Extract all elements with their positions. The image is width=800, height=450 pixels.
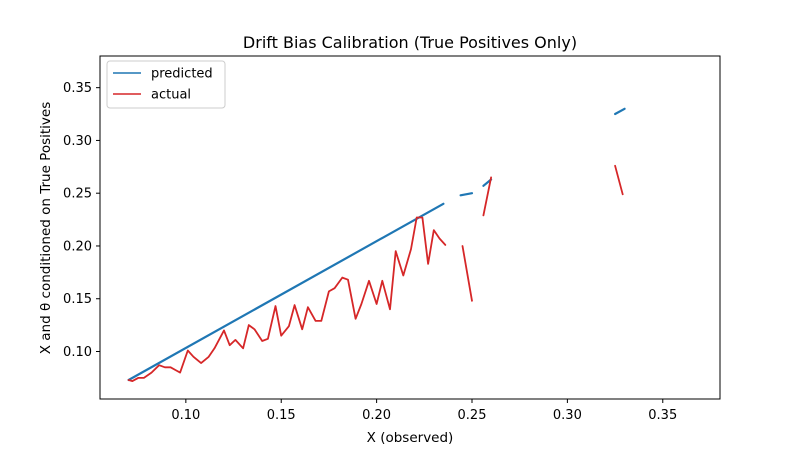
y-tick-label-0: 0.10 <box>63 345 92 360</box>
chart-title: Drift Bias Calibration (True Positives O… <box>243 33 577 52</box>
series-actual-segment-1 <box>461 245 473 302</box>
x-tick-label-5: 0.35 <box>648 408 677 423</box>
x-tick-label-1: 0.15 <box>267 408 296 423</box>
series-predicted-segment-1 <box>459 192 474 197</box>
y-tick-label-4: 0.30 <box>63 134 92 149</box>
series-layer <box>127 107 626 383</box>
x-axis-label: X (observed) <box>367 430 454 446</box>
series-predicted-segment-3 <box>613 107 626 116</box>
x-axis: 0.10 0.15 0.20 0.25 0.30 0.35 <box>171 399 677 423</box>
x-tick-label-3: 0.25 <box>458 408 487 423</box>
x-tick-label-4: 0.30 <box>553 408 582 423</box>
y-axis-label: X and θ conditioned on True Positives <box>38 102 54 355</box>
y-axis: 0.10 0.15 0.20 0.25 0.30 0.35 <box>63 81 100 360</box>
legend-label-predicted: predicted <box>151 67 213 82</box>
x-tick-label-0: 0.10 <box>171 408 200 423</box>
y-tick-label-3: 0.25 <box>63 187 92 202</box>
series-actual-segment-3 <box>614 164 624 196</box>
plot-frame <box>99 55 721 400</box>
y-tick-label-5: 0.35 <box>63 81 92 96</box>
legend: predicted actual <box>106 60 226 109</box>
series-predicted-segment-0 <box>127 202 445 382</box>
series-actual-segment-2 <box>482 176 493 217</box>
y-tick-label-2: 0.20 <box>63 239 92 254</box>
x-tick-label-2: 0.20 <box>362 408 391 423</box>
series-actual-segment-0 <box>127 216 447 383</box>
y-tick-label-1: 0.15 <box>63 292 92 307</box>
legend-label-actual: actual <box>151 88 191 103</box>
